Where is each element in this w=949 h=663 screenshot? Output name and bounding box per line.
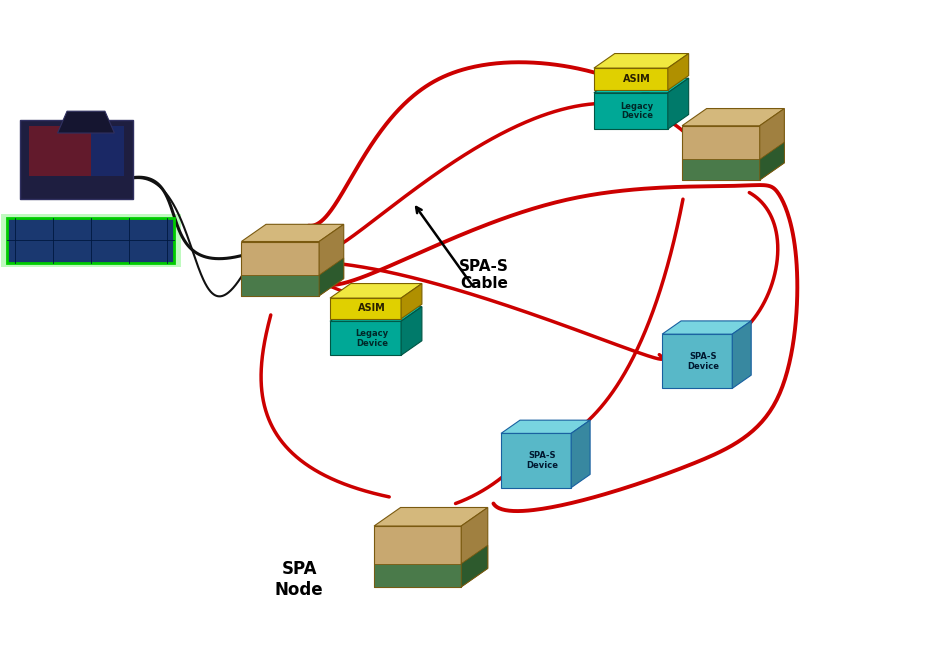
Polygon shape [668, 54, 689, 90]
Polygon shape [401, 284, 422, 319]
Polygon shape [29, 127, 91, 176]
Polygon shape [668, 78, 689, 129]
Polygon shape [594, 54, 689, 68]
Polygon shape [8, 218, 174, 263]
Polygon shape [241, 224, 344, 241]
Polygon shape [461, 545, 488, 587]
Polygon shape [319, 224, 344, 296]
Text: SPA-S
Device: SPA-S Device [687, 352, 719, 371]
Text: SPA
Node: SPA Node [275, 560, 324, 599]
Polygon shape [682, 159, 760, 180]
Polygon shape [1, 214, 180, 267]
Polygon shape [461, 507, 488, 587]
Polygon shape [58, 111, 115, 133]
Polygon shape [374, 526, 461, 587]
Polygon shape [571, 420, 590, 488]
Polygon shape [241, 241, 319, 296]
Polygon shape [733, 321, 752, 389]
Polygon shape [501, 420, 590, 434]
Polygon shape [760, 142, 785, 180]
Polygon shape [662, 321, 752, 334]
Polygon shape [330, 298, 401, 319]
Text: SPA-S
Cable: SPA-S Cable [459, 259, 509, 292]
Polygon shape [594, 78, 689, 93]
Polygon shape [594, 93, 668, 129]
Text: Legacy
Device: Legacy Device [355, 329, 388, 347]
Text: SPA-S
Device: SPA-S Device [526, 451, 558, 470]
Text: ASIM: ASIM [358, 304, 385, 314]
Polygon shape [501, 434, 571, 488]
Polygon shape [241, 275, 319, 296]
Polygon shape [374, 507, 488, 526]
Polygon shape [330, 307, 422, 322]
Text: Legacy
Device: Legacy Device [621, 101, 654, 120]
Polygon shape [20, 120, 134, 199]
Polygon shape [401, 307, 422, 355]
Text: ASIM: ASIM [623, 74, 651, 84]
Polygon shape [91, 127, 124, 176]
Polygon shape [760, 109, 785, 180]
Polygon shape [330, 322, 401, 355]
Polygon shape [374, 564, 461, 587]
Polygon shape [682, 126, 760, 180]
Polygon shape [662, 334, 733, 389]
Polygon shape [682, 109, 785, 126]
Polygon shape [319, 258, 344, 296]
Polygon shape [330, 284, 422, 298]
Polygon shape [594, 68, 668, 90]
